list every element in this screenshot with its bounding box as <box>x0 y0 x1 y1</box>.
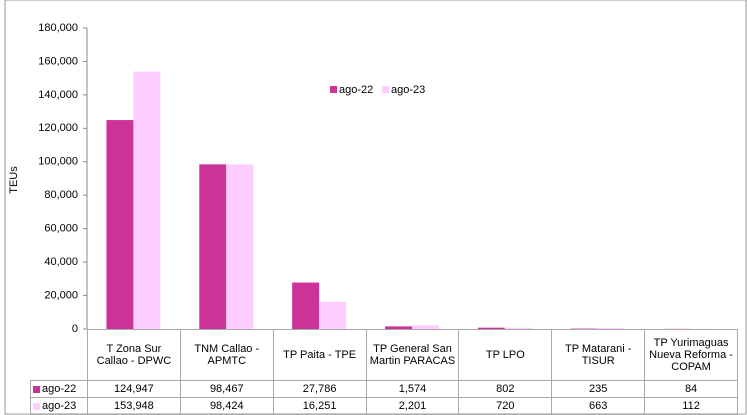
legend-label: ago-22 <box>42 383 77 395</box>
bar <box>292 282 320 329</box>
y-tick-label: 180,000 <box>38 22 78 34</box>
table-category: TP General San Martin PARACAS <box>365 329 460 381</box>
bar <box>385 326 412 329</box>
y-tick-label: 140,000 <box>38 89 78 101</box>
bar <box>106 120 134 329</box>
table-value: 98,424 <box>179 397 274 415</box>
y-tick-label: 60,000 <box>44 223 78 235</box>
table-category: TP Yurimaguas Nueva Reforma - COPAM <box>644 329 738 381</box>
table-category: TP LPO <box>458 329 553 381</box>
table-category: TP Paita - TPE <box>272 329 367 381</box>
y-tick-label: 100,000 <box>38 156 78 168</box>
y-tick-label: 40,000 <box>44 256 78 268</box>
bar <box>133 71 161 330</box>
bar <box>199 164 227 329</box>
table-category: TP Matarani - TISUR <box>551 329 646 381</box>
bar <box>504 327 532 329</box>
table-value: 720 <box>458 397 553 415</box>
table-value: 153,948 <box>87 397 181 415</box>
y-tick-label: 0 <box>72 323 78 335</box>
bar <box>412 325 439 329</box>
table-value: 27,786 <box>272 380 367 398</box>
table-category: TNM Callao - APMTC <box>179 329 274 381</box>
bar <box>597 327 625 329</box>
legend-label: ago-23 <box>42 400 77 412</box>
legend-swatch <box>33 402 40 410</box>
table-value: 1,574 <box>365 380 460 398</box>
table-row-header: ago-22 <box>30 380 88 398</box>
legend-swatch <box>382 86 389 93</box>
table-value: 124,947 <box>87 380 181 398</box>
legend-label: ago-22 <box>339 84 373 96</box>
table-value: 663 <box>551 397 646 415</box>
table-value: 16,251 <box>272 397 367 415</box>
table-value: 235 <box>551 380 646 398</box>
legend-swatch <box>33 385 40 393</box>
table-value: 2,201 <box>365 397 460 415</box>
y-tick-label: 160,000 <box>38 55 78 67</box>
bar <box>319 301 347 329</box>
y-tick-label: 80,000 <box>44 189 78 201</box>
y-tick-label: 120,000 <box>38 122 78 134</box>
legend-label: ago-23 <box>391 84 425 96</box>
bar <box>226 164 254 329</box>
table-row-header: ago-23 <box>30 397 88 415</box>
bar <box>477 327 505 329</box>
table-value: 84 <box>644 380 738 398</box>
table-category: T Zona Sur Callao - DPWC <box>87 329 181 381</box>
legend-swatch <box>330 86 337 93</box>
y-tick-label: 20,000 <box>44 289 78 301</box>
y-axis-label: TEUs <box>8 166 20 194</box>
table-value: 802 <box>458 380 553 398</box>
table-value: 112 <box>644 397 738 415</box>
table-value: 98,467 <box>179 380 274 398</box>
